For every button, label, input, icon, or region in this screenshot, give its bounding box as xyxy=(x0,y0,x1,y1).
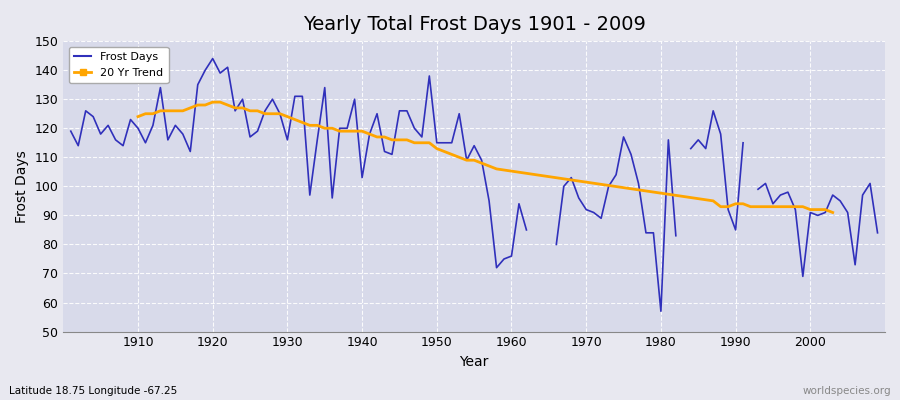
Legend: Frost Days, 20 Yr Trend: Frost Days, 20 Yr Trend xyxy=(68,47,168,83)
Text: worldspecies.org: worldspecies.org xyxy=(803,386,891,396)
Y-axis label: Frost Days: Frost Days xyxy=(15,150,29,223)
Title: Yearly Total Frost Days 1901 - 2009: Yearly Total Frost Days 1901 - 2009 xyxy=(302,15,645,34)
Text: Latitude 18.75 Longitude -67.25: Latitude 18.75 Longitude -67.25 xyxy=(9,386,177,396)
X-axis label: Year: Year xyxy=(460,355,489,369)
